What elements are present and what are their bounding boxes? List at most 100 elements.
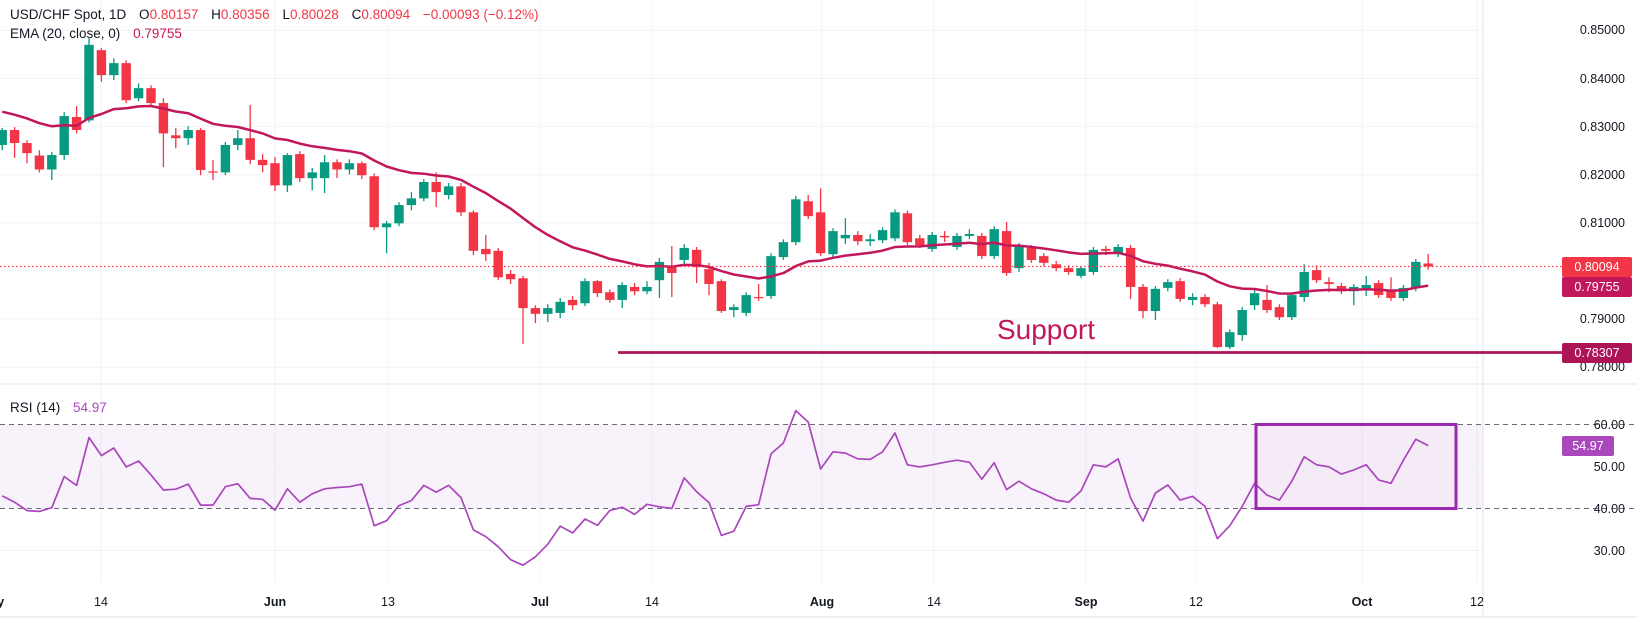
price-axis-label: 0.85000 bbox=[1579, 23, 1625, 38]
candle-body bbox=[1311, 270, 1322, 281]
rsi-label: RSI (14) bbox=[10, 400, 61, 415]
candle-body bbox=[679, 247, 689, 260]
candle-body bbox=[877, 230, 888, 241]
time-tick-12: 12 bbox=[1189, 595, 1203, 609]
candle-body bbox=[146, 88, 156, 104]
candle-body bbox=[270, 163, 280, 186]
candle-body bbox=[580, 281, 590, 304]
candle-body bbox=[1200, 297, 1210, 305]
candle-body bbox=[1076, 268, 1086, 276]
candle-body bbox=[555, 301, 565, 313]
ema-label: EMA (20, close, 0) bbox=[10, 26, 121, 41]
support-label[interactable]: Support bbox=[997, 314, 1095, 345]
candle-body bbox=[47, 155, 57, 170]
rsi-axis-label: 40.00 bbox=[1593, 501, 1625, 516]
candle-body bbox=[456, 186, 466, 213]
candle-body bbox=[257, 159, 268, 166]
candle-body bbox=[753, 297, 764, 299]
candle-body bbox=[605, 292, 615, 300]
rsi-axis-label: 60.00 bbox=[1593, 417, 1625, 432]
candle-body bbox=[1249, 293, 1260, 306]
candle-body bbox=[654, 261, 665, 281]
candle-body bbox=[1336, 285, 1347, 292]
rsi-legend: RSI (14) 54.97 bbox=[10, 400, 107, 415]
candle-body bbox=[853, 234, 863, 242]
candle-body bbox=[1299, 272, 1309, 298]
candle-body bbox=[530, 308, 541, 314]
price-pane[interactable] bbox=[0, 38, 1433, 350]
candle-body bbox=[481, 248, 491, 255]
candle-body bbox=[977, 235, 987, 257]
candle-body bbox=[1423, 263, 1433, 267]
rsi-pane[interactable] bbox=[1, 409, 1429, 567]
rsi-highlight-box[interactable] bbox=[1254, 423, 1458, 510]
candle-body bbox=[1088, 249, 1099, 273]
candle-body bbox=[1212, 304, 1223, 348]
candle-body bbox=[208, 171, 218, 173]
ema-line bbox=[1, 104, 1429, 295]
ema-value: 0.79755 bbox=[133, 26, 182, 41]
candle-body bbox=[642, 286, 652, 292]
candle-body bbox=[1237, 310, 1247, 336]
candle-body bbox=[295, 154, 305, 179]
candle-body bbox=[1039, 256, 1049, 263]
candle-body bbox=[952, 235, 962, 247]
time-tick-May: May bbox=[0, 595, 5, 609]
candle-body bbox=[195, 130, 206, 170]
candle-body bbox=[0, 130, 7, 145]
candle-body bbox=[1125, 247, 1136, 287]
candle-body bbox=[629, 286, 640, 292]
candle-body bbox=[84, 44, 94, 121]
candle-body bbox=[1225, 332, 1235, 348]
candle-body bbox=[1001, 231, 1012, 273]
candle-body bbox=[171, 135, 181, 139]
candle-body bbox=[716, 281, 727, 311]
rsi-axis-label: 30.00 bbox=[1593, 543, 1625, 558]
candle-body bbox=[9, 130, 20, 144]
candle-body bbox=[394, 205, 404, 224]
candle-body bbox=[704, 269, 714, 285]
ohlc-high: H0.80356 bbox=[211, 7, 270, 22]
price-badge-0.80094: 0.80094 bbox=[1562, 256, 1632, 277]
time-tick-14: 14 bbox=[94, 595, 108, 609]
candle-body bbox=[828, 231, 838, 255]
price-axis-label: 0.83000 bbox=[1579, 119, 1625, 134]
rsi-axis-label: 50.00 bbox=[1593, 459, 1625, 474]
candle-body bbox=[158, 103, 169, 134]
candle-body bbox=[915, 238, 925, 246]
candle-body bbox=[1398, 287, 1409, 298]
candle-body bbox=[319, 162, 330, 179]
price-axis[interactable] bbox=[1483, 0, 1637, 617]
candle-body bbox=[840, 234, 851, 239]
candle-body bbox=[964, 233, 975, 236]
candle-body bbox=[1113, 246, 1123, 255]
candle-body bbox=[1063, 268, 1074, 273]
candle-body bbox=[741, 295, 751, 313]
price-axis-label: 0.78000 bbox=[1579, 360, 1625, 375]
candle-body bbox=[357, 163, 367, 176]
candle-body bbox=[890, 212, 900, 239]
candle-body bbox=[96, 50, 107, 76]
candle-body bbox=[1386, 291, 1396, 298]
candle-body bbox=[406, 198, 417, 206]
candle-body bbox=[220, 144, 231, 173]
candle-body bbox=[927, 234, 937, 249]
candle-body bbox=[543, 308, 553, 314]
time-tick-14: 14 bbox=[927, 595, 941, 609]
candle-body bbox=[1014, 246, 1024, 269]
time-tick-14: 14 bbox=[645, 595, 659, 609]
candle-body bbox=[902, 213, 913, 243]
candle-body bbox=[1026, 247, 1037, 260]
price-axis-label: 0.79000 bbox=[1579, 312, 1625, 327]
candle-body bbox=[1274, 307, 1285, 318]
candle-body bbox=[865, 239, 875, 242]
candle-body bbox=[1287, 295, 1297, 318]
candle-body bbox=[307, 172, 317, 179]
symbol-legend: USD/CHF Spot, 1D O0.80157 H0.80356 L0.80… bbox=[10, 7, 538, 22]
time-tick-13: 13 bbox=[381, 595, 395, 609]
candle-body bbox=[468, 212, 479, 251]
candle-body bbox=[815, 212, 826, 254]
candle-body bbox=[233, 138, 243, 145]
